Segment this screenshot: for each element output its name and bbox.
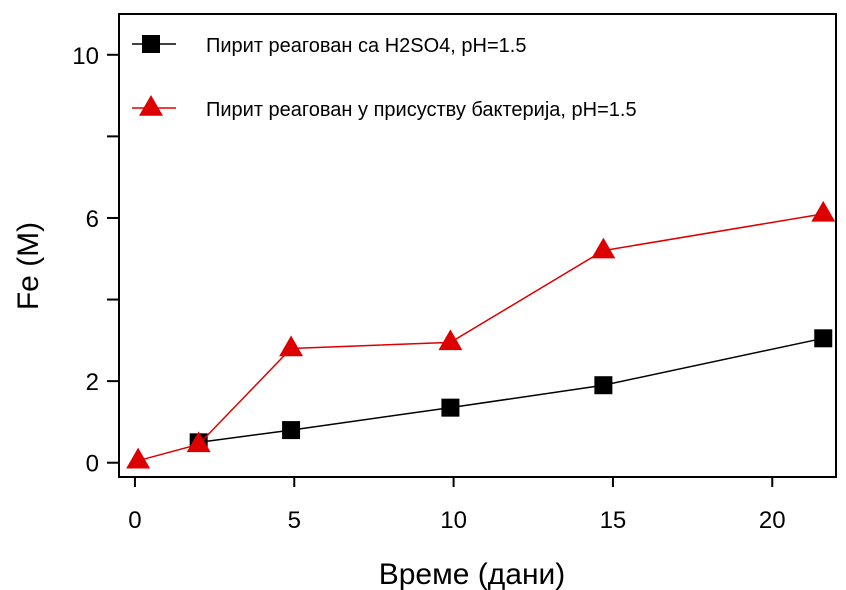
plot-frame (118, 13, 837, 478)
x-tick-label: 10 (440, 507, 467, 534)
x-tick-label: 15 (600, 507, 627, 534)
y-tick-label: 0 (86, 451, 99, 478)
legend-marker-triangle (139, 95, 163, 116)
legend-label: Пирит реагован у присуству бактерија, pH… (206, 99, 637, 121)
x-tick-label: 5 (288, 507, 301, 534)
y-tick-label: 2 (86, 369, 99, 396)
data-point-square (282, 421, 301, 440)
series-layer (126, 200, 836, 469)
y-tick-label: 6 (86, 206, 99, 233)
series-2 (126, 200, 836, 469)
y-axis-ticks: 0 2 6 10 (72, 43, 119, 478)
data-point-square (594, 376, 613, 395)
data-point-triangle (279, 335, 304, 357)
y-tick-label: 10 (72, 43, 99, 70)
legend-marker-square (142, 35, 160, 53)
x-tick-label: 0 (128, 507, 141, 534)
x-tick-label: 20 (759, 507, 786, 534)
y-axis-title: Fe (M) (12, 222, 45, 310)
x-axis-title: Време (дани) (379, 558, 566, 590)
legend: Пирит реагован са H2SO4, pH=1.5 Пирит реа… (132, 35, 637, 121)
data-point-square (441, 398, 460, 417)
data-point-triangle (438, 329, 463, 351)
legend-label: Пирит реагован са H2SO4, pH=1.5 (206, 35, 526, 57)
data-point-triangle (811, 200, 836, 222)
series-line (137, 213, 824, 462)
x-axis-ticks: 0 5 10 15 20 (128, 477, 786, 534)
data-point-triangle (186, 431, 211, 453)
data-point-triangle (591, 237, 616, 259)
series-1 (189, 329, 833, 452)
data-point-square (814, 329, 833, 348)
data-point-triangle (126, 447, 151, 469)
